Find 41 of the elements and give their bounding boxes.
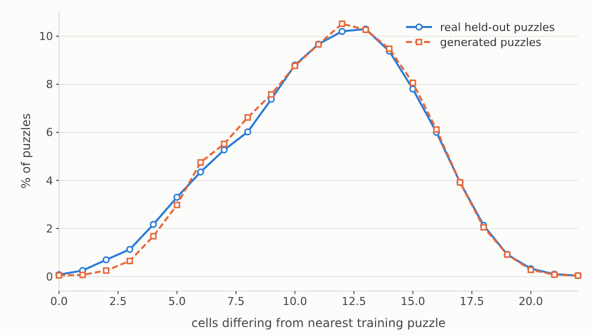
point (338, 20, 346, 27)
point (220, 140, 228, 148)
x-tick-label: 7.5 (227, 295, 245, 308)
point (480, 224, 487, 231)
point (268, 91, 275, 98)
y-tick-label: 6 (46, 126, 53, 140)
point (150, 220, 157, 228)
point (244, 114, 251, 121)
y-tick-label: 2 (46, 222, 53, 236)
y-tick-label: 4 (46, 174, 53, 188)
point (173, 194, 181, 201)
point (196, 168, 204, 176)
point (150, 232, 157, 240)
point (244, 128, 252, 136)
point (220, 146, 228, 154)
x-tick-label: 5.0 (168, 295, 186, 308)
point (338, 28, 346, 35)
point (433, 126, 440, 133)
x-tick-label: 12.5 (342, 295, 366, 308)
x-axis-title: cells differing from nearest training puzzle (191, 316, 446, 330)
point (79, 272, 86, 278)
point (386, 45, 393, 52)
legend-label: real held-out puzzles (440, 20, 556, 34)
x-tick-label: 2.5 (109, 295, 127, 308)
legend-label: generated puzzles (440, 36, 542, 49)
y-axis-title: % of puzzles (19, 113, 33, 189)
x-tick-label: 20.0 (518, 295, 544, 308)
x-tick-label: 0.0 (50, 295, 68, 308)
y-tick-label: 8 (46, 78, 53, 92)
point (102, 267, 110, 274)
point (126, 258, 134, 264)
point (102, 256, 110, 264)
y-tick-label: 0 (46, 270, 53, 284)
x-tick-label: 15.0 (400, 295, 426, 308)
point (126, 246, 134, 253)
y-tick-label: 10 (39, 30, 53, 44)
point (197, 159, 204, 166)
x-tick-label: 10.0 (282, 295, 308, 308)
point (174, 202, 180, 208)
point (410, 80, 416, 86)
x-tick-label: 17.5 (460, 295, 484, 308)
